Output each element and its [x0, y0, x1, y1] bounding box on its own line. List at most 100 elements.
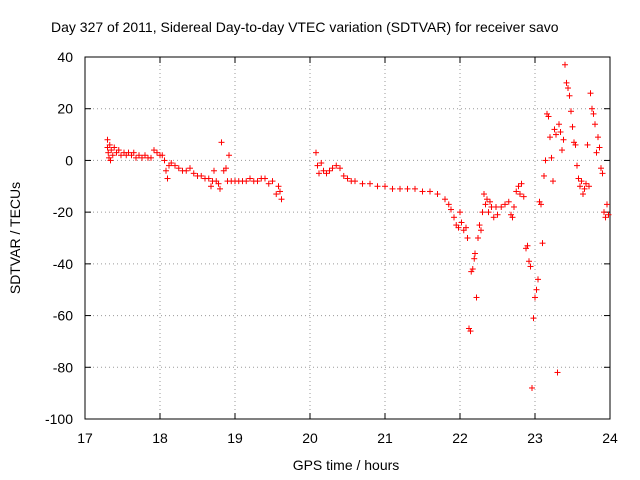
data-point — [457, 209, 463, 216]
data-point — [592, 121, 598, 128]
data-point — [367, 180, 373, 187]
marker-layer — [104, 61, 612, 391]
data-point — [577, 183, 583, 190]
data-point — [515, 183, 522, 190]
data-point — [190, 170, 197, 177]
data-point — [183, 167, 190, 174]
data-point — [109, 152, 116, 159]
data-point — [580, 191, 586, 198]
data-point — [535, 276, 541, 283]
data-point — [359, 180, 366, 187]
data-point — [574, 162, 580, 169]
x-tick-label: 17 — [77, 430, 93, 446]
y-tick-label: -100 — [45, 411, 73, 427]
data-point — [142, 152, 148, 159]
data-point — [481, 191, 487, 198]
data-point — [471, 255, 478, 262]
data-point — [427, 188, 433, 195]
data-point — [473, 294, 480, 301]
data-point — [205, 175, 212, 182]
data-point — [419, 188, 426, 195]
data-point — [505, 198, 512, 205]
data-point — [479, 209, 486, 216]
grid-layer — [85, 57, 610, 419]
data-point — [107, 157, 114, 164]
data-point — [502, 201, 508, 208]
data-point — [329, 165, 336, 172]
data-point — [163, 167, 169, 174]
data-point — [316, 170, 322, 177]
data-point — [139, 154, 145, 161]
data-point — [601, 209, 607, 216]
data-point — [269, 178, 276, 185]
data-point — [551, 126, 558, 133]
data-point — [247, 175, 253, 182]
data-point — [148, 154, 154, 161]
data-point — [484, 196, 490, 203]
data-point — [273, 191, 280, 198]
data-point — [539, 240, 546, 247]
data-point — [593, 149, 600, 156]
data-point — [595, 134, 601, 141]
data-point — [487, 198, 493, 205]
data-point — [442, 196, 448, 203]
data-point — [223, 165, 229, 172]
data-point — [374, 183, 381, 190]
data-point — [472, 250, 478, 257]
data-point — [464, 235, 471, 241]
data-point — [605, 211, 612, 218]
data-point — [553, 131, 559, 138]
data-point — [265, 180, 272, 187]
plot-frame — [84, 56, 611, 420]
data-point — [218, 139, 225, 146]
data-point — [175, 165, 182, 172]
y-tick-label: -20 — [53, 204, 73, 220]
data-point — [208, 183, 214, 190]
data-point — [262, 175, 268, 182]
data-point — [159, 152, 166, 159]
data-point — [254, 178, 261, 185]
y-tick-label: -80 — [53, 359, 73, 375]
data-point — [494, 211, 501, 218]
data-point — [154, 149, 160, 156]
x-tick-label: 22 — [452, 430, 468, 446]
data-point — [518, 180, 525, 187]
data-point — [556, 121, 562, 128]
y-tick-label: 40 — [57, 49, 73, 65]
data-point — [498, 203, 505, 210]
data-point — [326, 167, 333, 174]
data-point — [278, 196, 285, 203]
chart-title: Day 327 of 2011, Sidereal Day-to-day VTE… — [51, 19, 559, 35]
data-point — [538, 201, 544, 208]
data-point — [448, 206, 454, 213]
data-point — [513, 188, 520, 195]
data-point — [478, 227, 484, 234]
x-tick-label: 19 — [227, 430, 243, 446]
data-point — [598, 165, 604, 172]
data-point — [490, 214, 497, 221]
data-point — [557, 128, 564, 135]
data-point — [589, 105, 595, 112]
data-point — [118, 152, 124, 159]
y-tick-label: 0 — [65, 152, 73, 168]
x-tick-label: 21 — [377, 430, 393, 446]
data-point — [467, 328, 474, 335]
x-tick-label: 23 — [527, 430, 543, 446]
y-tick-label: 20 — [57, 101, 73, 117]
data-point — [590, 110, 597, 117]
data-point — [451, 214, 457, 221]
data-point — [563, 79, 570, 86]
data-point — [542, 157, 549, 164]
data-point — [583, 180, 589, 187]
data-point — [133, 154, 139, 161]
data-point — [277, 188, 283, 195]
data-point — [520, 193, 527, 200]
data-point — [517, 191, 523, 198]
data-point — [527, 263, 534, 270]
data-point — [559, 147, 565, 154]
data-point — [382, 183, 388, 190]
data-point — [412, 185, 418, 192]
data-point — [586, 183, 592, 190]
data-point — [333, 162, 340, 169]
